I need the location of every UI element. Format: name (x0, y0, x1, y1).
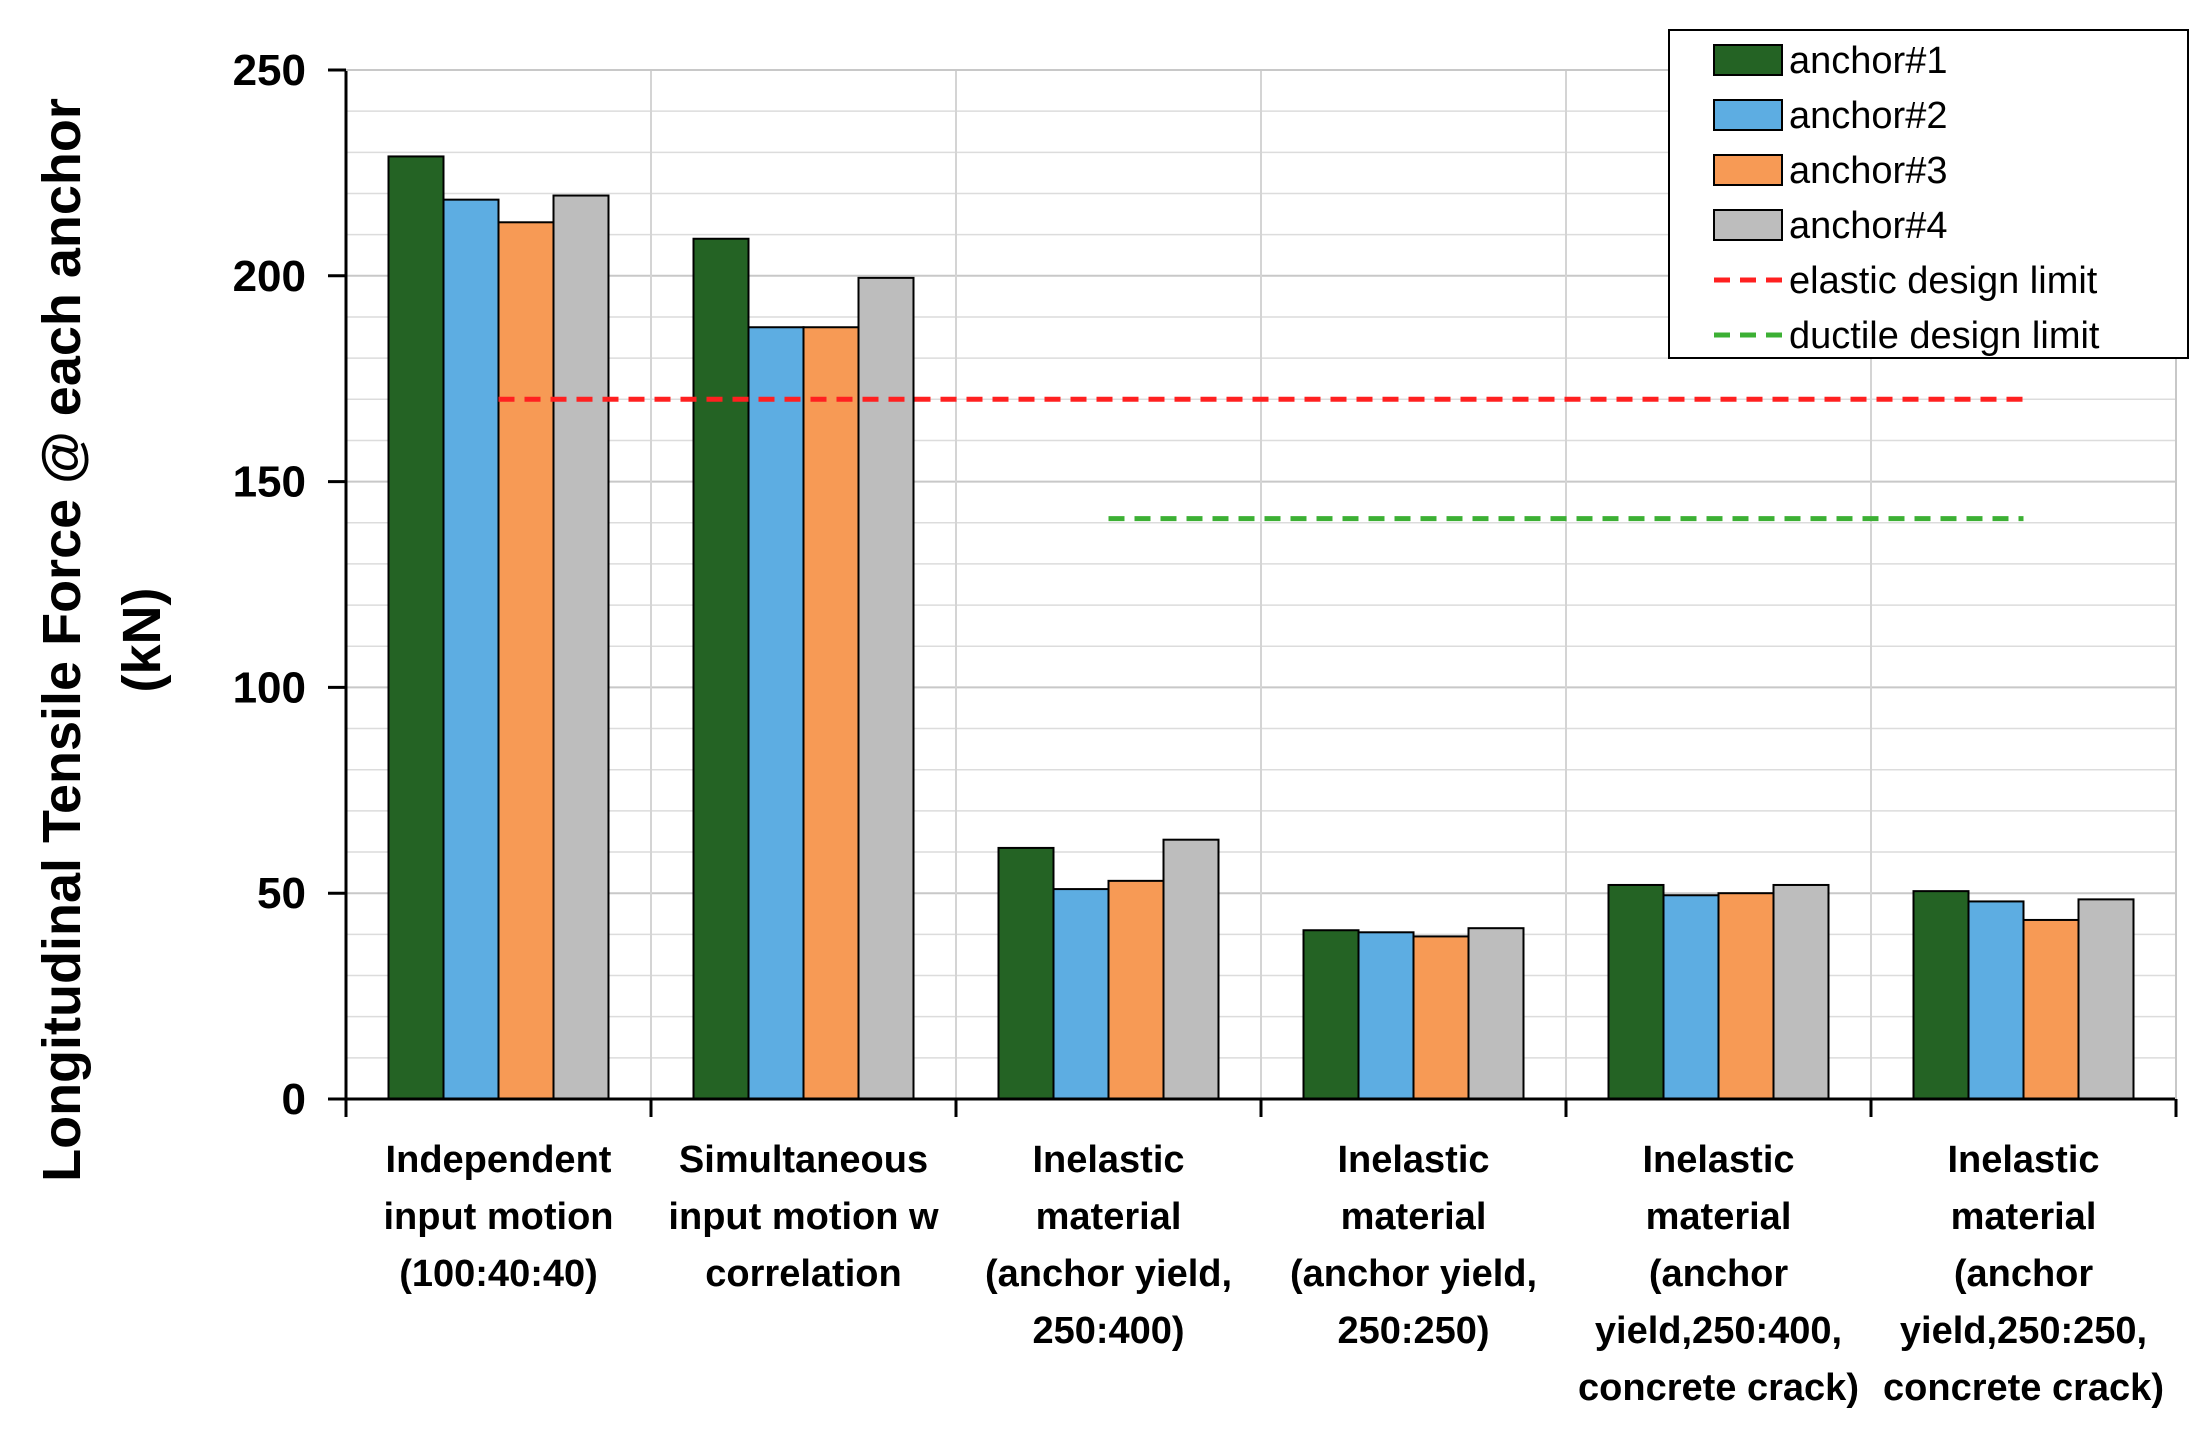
legend-swatch (1713, 99, 1783, 131)
x-category-labels: Independent input motion (100:40:40) Simult… (383, 1139, 2163, 1409)
bar-anchor2-cat6 (1967, 900, 2025, 1100)
bar-anchor1-cat3 (997, 846, 1055, 1101)
y-tick-label: 0 (282, 1075, 306, 1124)
bar-anchor3-cat3 (1107, 879, 1165, 1100)
legend-swatch (1713, 44, 1783, 76)
bar-anchor4-cat4 (1467, 927, 1525, 1100)
bar-anchor1-cat1 (387, 155, 445, 1101)
y-tick-label: 200 (233, 252, 306, 301)
legend-label: anchor#1 (1789, 40, 1947, 82)
bar-anchor4-cat5 (1772, 883, 1830, 1101)
bar-anchor2-cat3 (1052, 888, 1110, 1100)
bar-anchor3-cat4 (1412, 935, 1470, 1101)
x-category-label: Inelastic material (anchor yield, 250:400) (985, 1139, 1232, 1352)
bar-anchor1-cat2 (692, 237, 750, 1101)
bar-anchor3-cat6 (2022, 918, 2080, 1100)
y-axis-title: Longitudinal Tensile Force @ each anchor… (32, 98, 172, 1182)
design-limit-lines (498, 396, 2024, 522)
legend-label: anchor#4 (1789, 205, 1947, 247)
y-tick-label: 150 (233, 458, 306, 507)
legend-swatch (1713, 154, 1783, 186)
legend-label: ductile design limit (1789, 315, 2100, 357)
y-tick-label: 50 (257, 869, 306, 918)
bar-anchor3-cat5 (1717, 892, 1775, 1101)
y-tick-label: 250 (233, 46, 306, 95)
legend-label: anchor#3 (1789, 150, 1947, 192)
bars (387, 155, 2135, 1101)
x-category-label: Inelastic material (anchor yield,250:250, co… (1883, 1139, 2164, 1409)
bar-anchor2-cat1 (442, 198, 500, 1101)
bar-anchor2-cat5 (1662, 894, 1720, 1100)
bar-anchor4-cat2 (857, 276, 915, 1101)
legend-box (1668, 29, 2189, 359)
x-category-label: Inelastic material (anchor yield, 250:250) (1290, 1139, 1537, 1352)
legend-swatch (1713, 209, 1783, 241)
bar-anchor3-cat2 (802, 326, 860, 1100)
bar-anchor1-cat6 (1912, 890, 1970, 1101)
bar-anchor4-cat1 (552, 194, 610, 1100)
bar-anchor3-cat1 (497, 221, 555, 1101)
legend-label: elastic design limit (1789, 260, 2098, 302)
x-category-label: Independent input motion (100:40:40) (383, 1139, 613, 1295)
bar-anchor4-cat3 (1162, 838, 1220, 1101)
x-category-label: Inelastic material (anchor yield,250:400, co… (1578, 1139, 1859, 1409)
y-tick-labels: 0 50 100 150 200 250 (233, 46, 306, 1124)
bar-anchor2-cat2 (747, 326, 805, 1100)
legend: anchor#1 anchor#2 anchor#3 anchor#4 elastic … (1668, 29, 2189, 359)
x-category-label: Simultaneous input motion w correlation (668, 1139, 939, 1295)
bar-anchor2-cat4 (1357, 931, 1415, 1100)
bar-anchor1-cat5 (1607, 883, 1665, 1101)
y-tick-label: 100 (233, 663, 306, 712)
bar-anchor1-cat4 (1302, 929, 1360, 1101)
legend-label: anchor#2 (1789, 95, 1947, 137)
bar-anchor4-cat6 (2077, 898, 2135, 1101)
